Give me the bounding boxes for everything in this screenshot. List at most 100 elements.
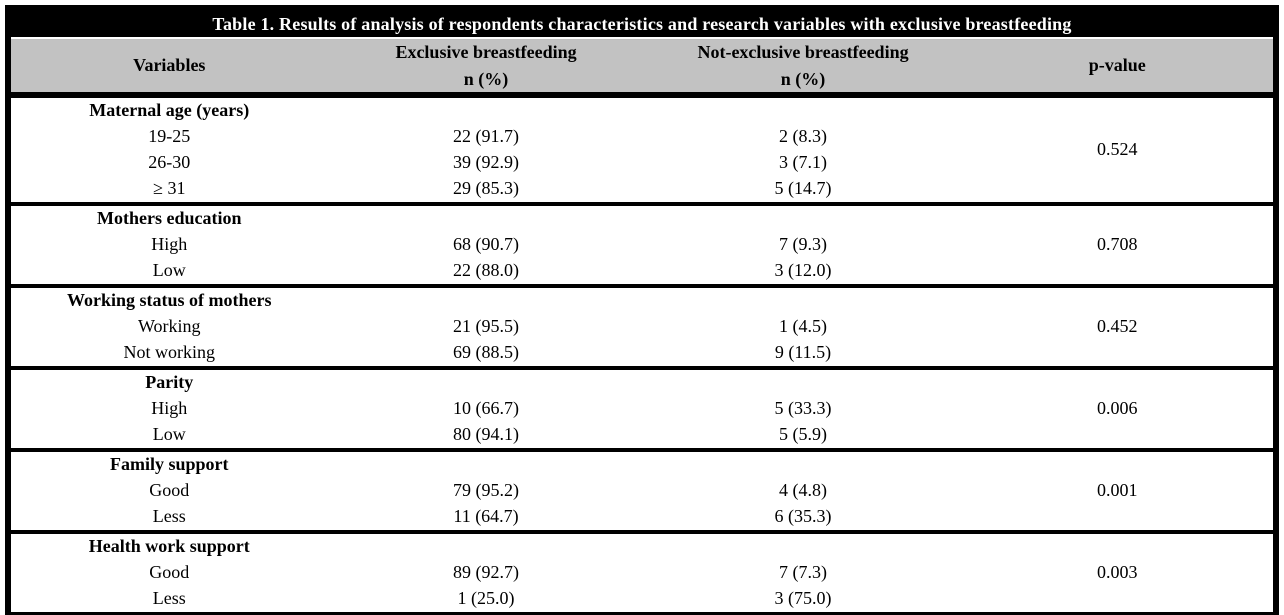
p-value: 0.452 bbox=[1097, 316, 1138, 337]
exclusive-value: 69 (88.5) bbox=[453, 342, 520, 363]
not-exclusive-value: 1 (4.5) bbox=[779, 316, 828, 337]
col-header-not-exclusive-npct: n (%) bbox=[780, 68, 826, 89]
exclusive-value: 68 (90.7) bbox=[453, 234, 520, 255]
p-value: 0.708 bbox=[1097, 234, 1138, 255]
col-header-exclusive-npct: n (%) bbox=[463, 68, 509, 89]
exclusive-value: 79 (95.2) bbox=[453, 480, 520, 501]
p-value: 0.524 bbox=[1097, 139, 1138, 160]
not-exclusive-value: 4 (4.8) bbox=[779, 480, 828, 501]
row-label: High bbox=[151, 234, 188, 255]
empty-cell bbox=[645, 95, 962, 124]
not-exclusive-value: 7 (7.3) bbox=[779, 562, 828, 583]
row-label: Low bbox=[152, 260, 186, 281]
section-header-row: Working status of mothers 0.452 bbox=[8, 286, 1276, 336]
p-value: 0.001 bbox=[1097, 480, 1138, 501]
data-row: Low 80 (94.1) 5 (5.9) bbox=[8, 422, 1276, 450]
row-label: 19-25 bbox=[148, 126, 191, 147]
exclusive-value: 10 (66.7) bbox=[453, 398, 520, 419]
col-header-not-exclusive-label: Not-exclusive breastfeeding bbox=[697, 42, 909, 63]
row-label: 26-30 bbox=[148, 152, 191, 173]
data-row: Good 89 (92.7) 7 (7.3) bbox=[8, 560, 1276, 586]
empty-cell bbox=[645, 204, 962, 232]
data-row: Low 22 (88.0) 3 (12.0) bbox=[8, 258, 1276, 286]
variable-section-4: Parity 0.006 High 10 (66.7) 5 (33.3) Low 80 (9… bbox=[8, 368, 1276, 450]
column-header-row: Variables Exclusive breastfeeding n (%) N… bbox=[8, 38, 1276, 98]
col-header-not-exclusive: Not-exclusive breastfeeding n (%) bbox=[644, 38, 962, 98]
table-title-row: Table 1. Results of analysis of responde… bbox=[8, 8, 1276, 39]
empty-cell bbox=[328, 450, 645, 478]
variable-name: Family support bbox=[110, 454, 229, 475]
row-label: Working bbox=[137, 316, 201, 337]
section-header-row: Family support 0.001 bbox=[8, 450, 1276, 500]
empty-cell bbox=[328, 95, 645, 124]
exclusive-value: 29 (85.3) bbox=[453, 178, 520, 199]
row-label: Good bbox=[149, 480, 190, 501]
empty-cell bbox=[328, 368, 645, 396]
data-row: Less 1 (25.0) 3 (75.0) bbox=[8, 586, 1276, 615]
exclusive-value: 21 (95.5) bbox=[453, 316, 520, 337]
p-value: 0.003 bbox=[1097, 562, 1138, 583]
row-label: ≥ 31 bbox=[153, 178, 186, 199]
data-row: 26-30 39 (92.9) 3 (7.1) bbox=[8, 150, 1276, 176]
data-row: Good 79 (95.2) 4 (4.8) bbox=[8, 478, 1276, 504]
exclusive-value: 22 (88.0) bbox=[453, 260, 520, 281]
variable-name: Health work support bbox=[88, 536, 250, 557]
data-row: Not working 69 (88.5) 9 (11.5) bbox=[8, 340, 1276, 368]
exclusive-value: 80 (94.1) bbox=[453, 424, 520, 445]
col-header-p-value: p-value bbox=[961, 38, 1276, 98]
exclusive-value: 22 (91.7) bbox=[453, 126, 520, 147]
row-label: Not working bbox=[123, 342, 216, 363]
table-head: Table 1. Results of analysis of responde… bbox=[8, 8, 1276, 98]
col-header-variables: Variables bbox=[8, 38, 328, 98]
not-exclusive-value: 5 (5.9) bbox=[779, 424, 828, 445]
variable-name: Maternal age (years) bbox=[89, 100, 250, 121]
not-exclusive-value: 3 (12.0) bbox=[774, 260, 832, 281]
exclusive-value: 1 (25.0) bbox=[457, 588, 515, 609]
p-value: 0.006 bbox=[1097, 398, 1138, 419]
row-label: Less bbox=[152, 506, 186, 527]
not-exclusive-value: 3 (7.1) bbox=[779, 152, 828, 173]
row-label: Less bbox=[152, 588, 186, 609]
variable-name: Working status of mothers bbox=[67, 290, 272, 311]
results-table: Table 1. Results of analysis of responde… bbox=[5, 5, 1279, 615]
empty-cell bbox=[645, 450, 962, 478]
data-row: Less 11 (64.7) 6 (35.3) bbox=[8, 504, 1276, 532]
col-header-exclusive: Exclusive breastfeeding n (%) bbox=[327, 38, 645, 98]
col-header-exclusive-label: Exclusive breastfeeding bbox=[395, 42, 577, 63]
empty-cell bbox=[645, 368, 962, 396]
section-header-row: Health work support 0.003 bbox=[8, 532, 1276, 582]
not-exclusive-value: 5 (33.3) bbox=[774, 398, 832, 419]
not-exclusive-value: 2 (8.3) bbox=[779, 126, 828, 147]
empty-cell bbox=[328, 532, 645, 560]
data-row: High 68 (90.7) 7 (9.3) bbox=[8, 232, 1276, 258]
variable-section-1: Maternal age (years) 0.524 19-25 22 (91.7) 2… bbox=[8, 95, 1276, 204]
variable-section-3: Working status of mothers 0.452 Working 21 … bbox=[8, 286, 1276, 368]
row-label: Low bbox=[152, 424, 186, 445]
section-header-row: Parity 0.006 bbox=[8, 368, 1276, 418]
not-exclusive-value: 3 (75.0) bbox=[774, 588, 832, 609]
exclusive-value: 89 (92.7) bbox=[453, 562, 520, 583]
empty-cell bbox=[328, 286, 645, 314]
not-exclusive-value: 9 (11.5) bbox=[774, 342, 832, 363]
row-label: High bbox=[151, 398, 188, 419]
data-row: ≥ 31 29 (85.3) 5 (14.7) bbox=[8, 176, 1276, 204]
section-header-row: Mothers education 0.708 bbox=[8, 204, 1276, 254]
not-exclusive-value: 7 (9.3) bbox=[779, 234, 828, 255]
variable-name: Parity bbox=[145, 372, 194, 393]
empty-cell bbox=[645, 532, 962, 560]
not-exclusive-value: 5 (14.7) bbox=[774, 178, 832, 199]
variable-section-6: Health work support 0.003 Good 89 (92.7) 7 (… bbox=[8, 532, 1276, 615]
exclusive-value: 39 (92.9) bbox=[453, 152, 520, 173]
empty-cell bbox=[645, 286, 962, 314]
variable-section-5: Family support 0.001 Good 79 (95.2) 4 (4.8) L… bbox=[8, 450, 1276, 532]
variable-section-2: Mothers education 0.708 High 68 (90.7) 7 (9.… bbox=[8, 204, 1276, 286]
data-row: Working 21 (95.5) 1 (4.5) bbox=[8, 314, 1276, 340]
table-title: Table 1. Results of analysis of responde… bbox=[8, 8, 1276, 39]
row-label: Good bbox=[149, 562, 190, 583]
empty-cell bbox=[328, 204, 645, 232]
section-header-row: Maternal age (years) 0.524 bbox=[8, 95, 1276, 159]
variable-name: Mothers education bbox=[97, 208, 242, 229]
data-row: 19-25 22 (91.7) 2 (8.3) bbox=[8, 124, 1276, 150]
not-exclusive-value: 6 (35.3) bbox=[774, 506, 832, 527]
